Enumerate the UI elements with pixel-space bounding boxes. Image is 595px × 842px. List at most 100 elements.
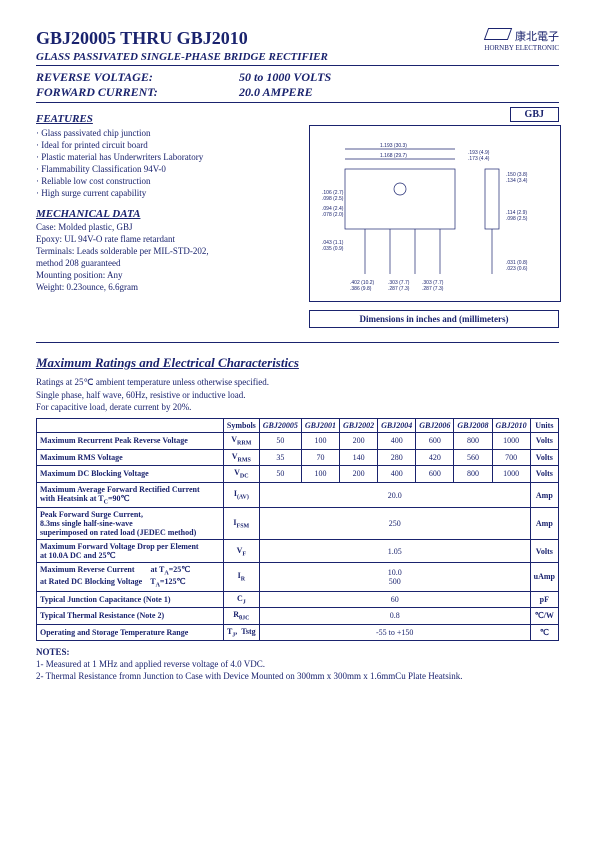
package-code: GBJ (510, 107, 559, 122)
mechanical-line: Mounting position: Any (36, 270, 293, 280)
features-list: Glass passivated chip junctionIdeal for … (36, 128, 293, 198)
rev-voltage-value: 50 to 1000 VOLTS (239, 70, 331, 84)
rev-voltage-label: REVERSE VOLTAGE: (36, 70, 236, 85)
col-part: GBJ2004 (378, 419, 416, 433)
cell-param: Typical Junction Capacitance (Note 1) (37, 591, 224, 608)
cell-symbol: IR (223, 563, 259, 591)
cell-symbol: RθJC (223, 608, 259, 625)
condition-line: Ratings at 25℃ ambient temperature unles… (36, 377, 559, 388)
reverse-voltage-line: REVERSE VOLTAGE: 50 to 1000 VOLTS (36, 70, 559, 85)
ratings-title: Maximum Ratings and Electrical Character… (36, 355, 559, 371)
cell-param: Maximum RMS Voltage (37, 449, 224, 466)
cell-symbol: VDC (223, 466, 259, 483)
fwd-current-value: 20.0 AMPERE (239, 85, 313, 99)
col-part: GBJ2006 (416, 419, 454, 433)
svg-text:.098 (2.5): .098 (2.5) (506, 216, 528, 222)
features-heading: FEATURES (36, 113, 293, 125)
feature-item: Reliable low cost construction (36, 176, 293, 186)
cell-value: 200 (340, 466, 378, 483)
cell-value: 280 (378, 449, 416, 466)
cell-value: 600 (416, 466, 454, 483)
cell-value: 70 (301, 449, 339, 466)
table-row: Typical Thermal Resistance (Note 2)RθJC0… (37, 608, 559, 625)
feature-item: Ideal for printed circuit board (36, 140, 293, 150)
cell-param: Maximum Forward Voltage Drop per Element… (37, 540, 224, 563)
cell-value: 1000 (492, 466, 530, 483)
svg-text:1.168 (29.7): 1.168 (29.7) (380, 153, 407, 159)
note-line: 1- Measured at 1 MHz and applied reverse… (36, 659, 559, 669)
left-column: FEATURES Glass passivated chip junctionI… (36, 107, 293, 328)
cell-value-span: 1.05 (259, 540, 530, 563)
col-symbols: Symbols (223, 419, 259, 433)
cell-value-span: 20.0 (259, 482, 530, 508)
cell-units: Amp (530, 508, 558, 540)
mechanical-line: Case: Molded plastic, GBJ (36, 222, 293, 232)
mechanical-heading: MECHANICAL DATA (36, 208, 293, 220)
doc-title: GBJ20005 THRU GBJ2010 (36, 28, 559, 49)
svg-text:.287 (7.3): .287 (7.3) (422, 286, 444, 292)
condition-line: For capacitive load, derate current by 2… (36, 402, 559, 412)
dimensions-caption: Dimensions in inches and (millimeters) (309, 310, 559, 328)
cell-param: Operating and Storage Temperature Range (37, 624, 224, 641)
condition-line: Single phase, half wave, 60Hz, resistive… (36, 390, 559, 400)
svg-text:.078 (2.0): .078 (2.0) (322, 212, 344, 218)
table-header-row: SymbolsGBJ20005GBJ2001GBJ2002GBJ2004GBJ2… (37, 419, 559, 433)
svg-text:.173 (4.4): .173 (4.4) (468, 156, 490, 162)
cell-value: 800 (454, 433, 492, 450)
divider (36, 342, 559, 343)
table-row: Maximum Recurrent Peak Reverse VoltageVR… (37, 433, 559, 450)
cell-param: Maximum Recurrent Peak Reverse Voltage (37, 433, 224, 450)
cell-symbol: I(AV) (223, 482, 259, 508)
cell-value: 200 (340, 433, 378, 450)
table-row: Operating and Storage Temperature RangeT… (37, 624, 559, 641)
cell-value: 700 (492, 449, 530, 466)
mechanical-line: method 208 guaranteed (36, 258, 293, 268)
mechanical-data: Case: Molded plastic, GBJ Epoxy: UL 94V-O… (36, 222, 293, 292)
mechanical-line: Terminals: Leads solderable per MIL-STD-… (36, 246, 293, 256)
mechanical-line: Weight: 0.23ounce, 6.6gram (36, 282, 293, 292)
svg-text:.023 (0.6): .023 (0.6) (506, 266, 528, 272)
col-part: GBJ20005 (259, 419, 301, 433)
table-row: Maximum Reverse Current at TA=25℃at Rate… (37, 563, 559, 591)
cell-units: ℃/W (530, 608, 558, 625)
cell-param: Peak Forward Surge Current,8.3ms single … (37, 508, 224, 540)
divider (36, 65, 559, 66)
col-units: Units (530, 419, 558, 433)
ratings-conditions: Ratings at 25℃ ambient temperature unles… (36, 377, 559, 412)
svg-text:.134 (3.4): .134 (3.4) (506, 178, 528, 184)
cell-value: 100 (301, 433, 339, 450)
notes-heading: NOTES: (36, 647, 559, 657)
fwd-current-label: FORWARD CURRENT: (36, 85, 236, 100)
cell-units: Volts (530, 449, 558, 466)
brand-cn: 康北電子 (515, 31, 559, 43)
col-part: GBJ2001 (301, 419, 339, 433)
note-line: 2- Thermal Resistance fromn Junction to … (36, 671, 559, 681)
doc-subtitle: GLASS PASSIVATED SINGLE-PHASE BRIDGE REC… (36, 51, 559, 63)
cell-symbol: VRMS (223, 449, 259, 466)
brand-logo-mark (484, 28, 512, 40)
table-row: Maximum Forward Voltage Drop per Element… (37, 540, 559, 563)
divider (36, 102, 559, 103)
cell-value-span: -55 to +150 (259, 624, 530, 641)
cell-value-span: 0.8 (259, 608, 530, 625)
cell-units: pF (530, 591, 558, 608)
feature-item: Flammability Classification 94V-0 (36, 164, 293, 174)
forward-current-line: FORWARD CURRENT: 20.0 AMPERE (36, 85, 559, 100)
cell-param: Maximum Reverse Current at TA=25℃at Rate… (37, 563, 224, 591)
col-part: GBJ2008 (454, 419, 492, 433)
cell-units: uAmp (530, 563, 558, 591)
cell-units: Amp (530, 482, 558, 508)
cell-symbol: VF (223, 540, 259, 563)
cell-value: 1000 (492, 433, 530, 450)
feature-item: Plastic material has Underwriters Labora… (36, 152, 293, 162)
cell-value: 50 (259, 466, 301, 483)
cell-param: Typical Thermal Resistance (Note 2) (37, 608, 224, 625)
ratings-table: SymbolsGBJ20005GBJ2001GBJ2002GBJ2004GBJ2… (36, 418, 559, 641)
mechanical-line: Epoxy: UL 94V-O rate flame retardant (36, 234, 293, 244)
svg-text:.287 (7.3): .287 (7.3) (388, 286, 410, 292)
cell-value-span: 60 (259, 591, 530, 608)
svg-text:1.193 (30.3): 1.193 (30.3) (380, 143, 407, 149)
package-svg: 1.193 (30.3) 1.168 (29.7) .193 (4.9) .17… (320, 134, 550, 294)
table-row: Maximum DC Blocking VoltageVDC5010020040… (37, 466, 559, 483)
right-column: GBJ 1.193 (30.3) 1.16 (309, 107, 559, 328)
